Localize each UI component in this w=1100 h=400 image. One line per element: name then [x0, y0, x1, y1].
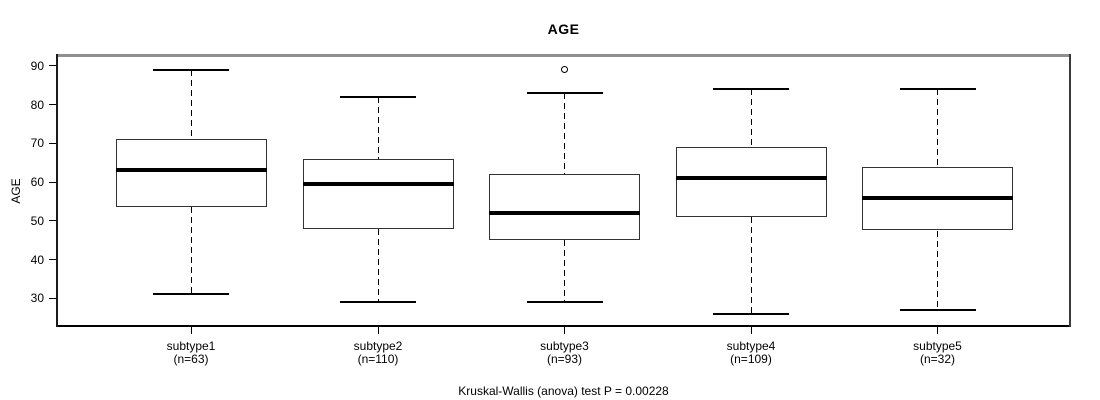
median-line — [862, 195, 1013, 200]
upper-whisker-cap — [340, 95, 416, 98]
x-category-sublabel: (n=109) — [730, 352, 772, 366]
chart-title: AGE — [547, 21, 580, 37]
boxplot-box — [675, 147, 827, 217]
x-category-sublabel: (n=93) — [546, 352, 583, 366]
lower-whisker — [750, 216, 752, 314]
upper-whisker — [190, 69, 192, 140]
y-tick — [49, 142, 56, 144]
upper-whisker — [564, 93, 565, 175]
lower-whisker — [564, 240, 565, 303]
upper-whisker — [937, 89, 938, 167]
x-category-sublabel: (n=63) — [173, 352, 209, 366]
lower-whisker-cap — [526, 301, 603, 304]
median-line — [302, 182, 454, 187]
lower-whisker-cap — [899, 308, 976, 311]
y-tick-label: 30 — [30, 291, 44, 306]
plot-frame-left — [56, 54, 58, 327]
y-tick — [49, 181, 56, 183]
lower-whisker — [190, 207, 192, 295]
upper-whisker — [750, 89, 752, 148]
upper-whisker-cap — [526, 92, 603, 95]
y-tick-label: 80 — [30, 97, 44, 112]
plot-frame-bottom — [56, 325, 1071, 327]
upper-whisker-cap — [713, 88, 789, 91]
x-category-label: subtype2 — [353, 339, 403, 353]
y-tick-label: 90 — [30, 58, 44, 73]
median-line — [489, 211, 640, 216]
plot-frame-right — [1069, 54, 1071, 327]
outlier-point — [561, 66, 568, 74]
y-tick — [49, 259, 56, 261]
boxplot-box — [489, 174, 640, 241]
boxplot-box — [302, 158, 454, 229]
x-tick — [564, 327, 565, 334]
x-tick — [190, 327, 192, 334]
lower-whisker — [937, 230, 938, 310]
x-category-label: subtype4 — [726, 339, 776, 353]
x-tick — [937, 327, 938, 334]
y-tick — [49, 65, 56, 67]
x-category-sublabel: (n=110) — [357, 352, 399, 366]
x-category-label: subtype3 — [540, 339, 589, 353]
y-tick-label: 50 — [30, 213, 44, 228]
lower-whisker-cap — [153, 293, 229, 296]
stat-test-caption: Kruskal-Wallis (anova) test P = 0.00228 — [458, 384, 669, 398]
x-category-label: subtype5 — [913, 339, 962, 353]
median-line — [675, 176, 827, 181]
plot-frame-top — [56, 54, 1071, 57]
lower-whisker — [377, 228, 379, 303]
upper-whisker — [377, 96, 379, 159]
x-category-label: subtype1 — [166, 339, 216, 353]
y-tick-label: 60 — [30, 175, 44, 190]
upper-whisker-cap — [899, 88, 976, 91]
median-line — [115, 168, 267, 173]
boxplot-box — [115, 139, 267, 208]
lower-whisker-cap — [713, 312, 789, 315]
y-tick-label: 40 — [30, 252, 44, 267]
y-tick — [49, 220, 56, 222]
x-tick — [377, 327, 379, 334]
y-tick — [49, 104, 56, 106]
y-tick-label: 70 — [30, 136, 44, 151]
x-category-sublabel: (n=32) — [919, 352, 956, 366]
x-tick — [750, 327, 752, 334]
lower-whisker-cap — [340, 301, 416, 304]
upper-whisker-cap — [153, 68, 229, 71]
y-tick — [49, 297, 56, 299]
